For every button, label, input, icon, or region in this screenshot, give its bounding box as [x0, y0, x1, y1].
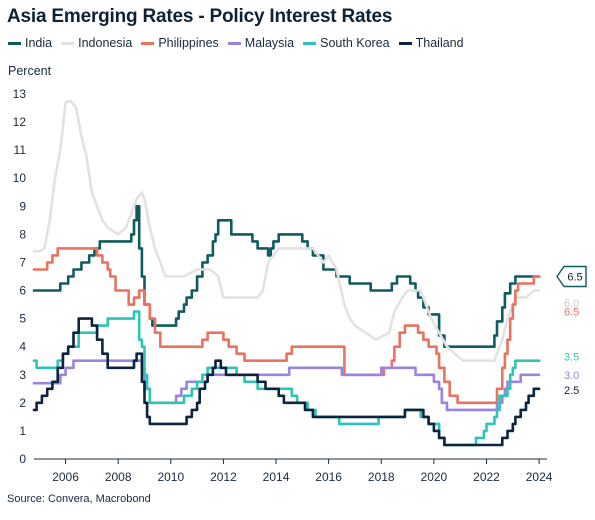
x-tick-label: 2022 — [473, 470, 500, 484]
x-tick-label: 2018 — [368, 470, 395, 484]
legend-label-philippines: Philippines — [158, 36, 219, 50]
y-tick-label: 6 — [19, 284, 26, 298]
legend-item-south-korea[interactable]: South Korea — [303, 36, 390, 50]
x-tick-label: 2010 — [157, 470, 184, 484]
y-tick-label: 7 — [19, 255, 26, 269]
y-tick-label: 11 — [14, 143, 27, 157]
series-line-thailand — [32, 317, 541, 447]
y-tick-label: 2 — [19, 396, 26, 410]
legend-item-philippines[interactable]: Philippines — [141, 36, 219, 50]
end-label-philippines: 6.5 — [564, 307, 579, 319]
series-lines — [32, 99, 541, 447]
end-label-thailand: 2.5 — [564, 385, 579, 397]
series-line-south-korea — [32, 310, 541, 447]
y-tick-label: 4 — [19, 340, 26, 354]
legend-label-india: India — [25, 36, 53, 50]
legend-swatch-malaysia — [227, 41, 241, 45]
end-label-south-korea: 3.5 — [564, 352, 579, 364]
end-label-india: 6.5 — [567, 272, 582, 284]
legend-swatch-indonesia — [61, 41, 75, 45]
end-label-indonesia: 6.0 — [564, 298, 579, 310]
source-note: Source: Convera, Macrobond — [7, 493, 151, 505]
legend-swatch-philippines — [141, 41, 155, 45]
legend-label-thailand: Thailand — [415, 36, 464, 50]
legend-label-indonesia: Indonesia — [78, 36, 133, 50]
y-tick-label: 1 — [19, 424, 26, 438]
y-tick-label: 10 — [13, 171, 27, 185]
legend-swatch-thailand — [398, 41, 412, 45]
legend: India Indonesia Philippines Malaysia Sou… — [8, 36, 464, 50]
y-tick-label: 0 — [19, 452, 26, 466]
legend-swatch-india — [8, 41, 21, 45]
series-line-philippines — [32, 247, 541, 405]
y-tick-label: 8 — [19, 227, 26, 241]
y-axis-unit-label: Percent — [8, 64, 52, 78]
legend-item-thailand[interactable]: Thailand — [398, 36, 464, 50]
end-label-malaysia: 3.0 — [564, 370, 579, 382]
end-label-box-india — [556, 265, 587, 288]
legend-swatch-south-korea — [303, 41, 317, 45]
legend-label-south-korea: South Korea — [320, 36, 390, 50]
chart-title: Asia Emerging Rates - Policy Interest Ra… — [7, 6, 393, 27]
series-line-indonesia — [32, 99, 541, 362]
legend-label-malaysia: Malaysia — [244, 36, 295, 50]
x-tick-label: 2020 — [421, 470, 448, 484]
x-tick-label: 2024 — [526, 470, 553, 484]
x-tick-label: 2012 — [210, 470, 237, 484]
legend-item-indonesia[interactable]: Indonesia — [61, 36, 132, 50]
y-tick-label: 9 — [19, 199, 26, 213]
x-tick-label: 2016 — [315, 470, 342, 484]
x-tick-label: 2006 — [52, 470, 79, 484]
x-tick-label: 2014 — [263, 470, 290, 484]
end-labels: 6.56.06.53.03.52.5 — [556, 265, 587, 397]
legend-item-india[interactable]: India — [8, 36, 52, 50]
x-tick-label: 2008 — [105, 470, 132, 484]
y-tick-label: 12 — [13, 115, 27, 129]
legend-item-malaysia[interactable]: Malaysia — [227, 36, 295, 50]
y-tick-label: 5 — [19, 312, 26, 326]
y-tick-label: 3 — [19, 368, 26, 382]
y-tick-label: 13 — [13, 87, 27, 101]
